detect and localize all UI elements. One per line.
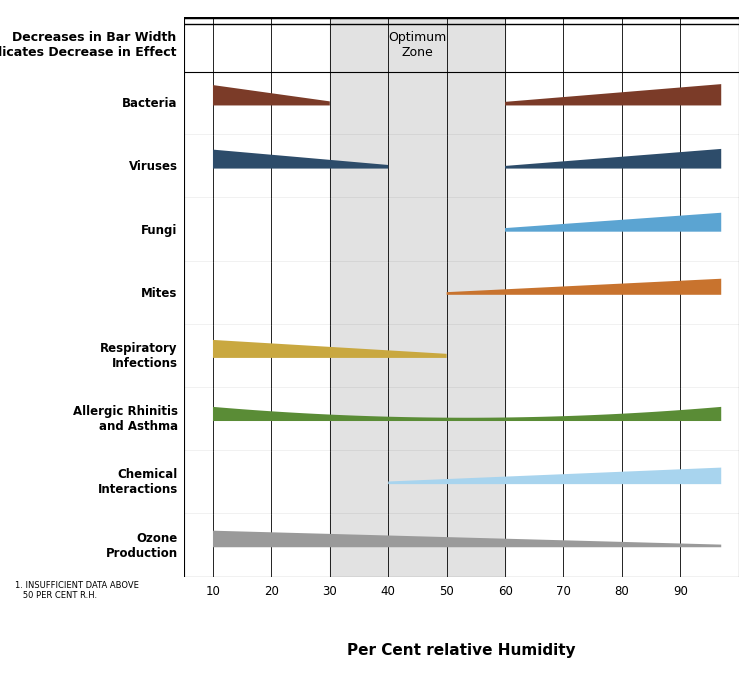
Bar [330,135,505,198]
Text: Chemical
Interactions: Chemical Interactions [98,468,178,496]
Polygon shape [213,150,388,169]
Bar [330,72,505,135]
Text: 90: 90 [673,585,688,598]
Bar [330,17,505,72]
Bar [330,325,505,387]
Text: 10: 10 [206,585,220,598]
Text: Per Cent relative Humidity: Per Cent relative Humidity [347,643,575,658]
Polygon shape [213,407,721,421]
Polygon shape [213,340,447,358]
Text: 70: 70 [556,585,571,598]
Text: Respiratory
Infections: Respiratory Infections [100,342,178,370]
Text: 80: 80 [614,585,629,598]
Text: Fungi: Fungi [141,223,178,236]
Polygon shape [447,279,722,295]
Bar [330,514,505,577]
Bar [330,198,505,261]
Polygon shape [388,468,722,484]
Bar [330,261,505,325]
Text: 20: 20 [264,585,279,598]
Text: Ozone
Production: Ozone Production [106,532,178,560]
Bar [330,451,505,514]
Bar [330,387,505,451]
Text: Viruses: Viruses [129,161,178,173]
Text: 1. INSUFFICIENT DATA ABOVE
   50 PER CENT R.H.: 1. INSUFFICIENT DATA ABOVE 50 PER CENT R… [15,580,139,600]
Text: Optimum
Zone: Optimum Zone [388,30,446,59]
Text: Decreases in Bar Width
Indicates Decrease in Effect: Decreases in Bar Width Indicates Decreas… [0,30,176,59]
Polygon shape [505,213,722,232]
Text: Mites: Mites [141,287,178,300]
Polygon shape [213,531,721,547]
Text: 50: 50 [440,585,454,598]
Text: 30: 30 [322,585,338,598]
Text: Allergic Rhinitis
and Asthma: Allergic Rhinitis and Asthma [73,406,178,433]
Polygon shape [505,149,722,169]
Polygon shape [213,85,330,105]
Polygon shape [505,84,722,105]
Text: Bacteria: Bacteria [122,97,178,110]
Text: 60: 60 [498,585,512,598]
Text: 40: 40 [381,585,396,598]
